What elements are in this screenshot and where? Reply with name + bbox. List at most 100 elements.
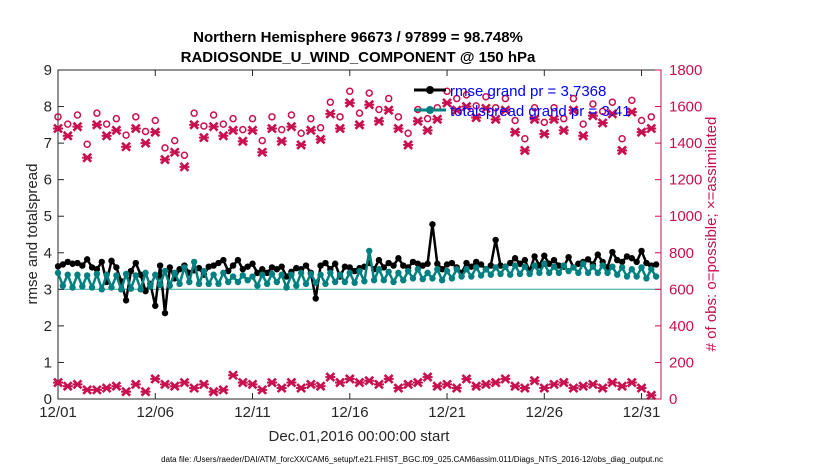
totalspread-point — [482, 266, 490, 273]
totalspread-point — [434, 266, 441, 273]
rmse-point — [575, 260, 582, 267]
totalspread-point — [293, 282, 300, 289]
rmse-point — [176, 266, 183, 273]
totalspread-point — [516, 270, 524, 278]
rmse-point — [74, 259, 81, 267]
rmse-point — [317, 262, 324, 269]
totalspread-point — [477, 272, 485, 279]
rmse-point — [429, 221, 436, 228]
obs-possible-point — [355, 109, 364, 117]
obs-assimilated-point — [617, 145, 628, 156]
obs-possible-point — [540, 118, 549, 127]
obs-possible-point — [326, 98, 335, 106]
obs-rejected-point — [296, 383, 307, 393]
totalspread-point — [118, 286, 125, 293]
totalspread-point — [575, 269, 582, 277]
totalspread-point — [589, 263, 597, 270]
rmse-point — [609, 248, 616, 256]
rmse-point — [302, 262, 310, 269]
obs-assimilated-point — [228, 125, 239, 136]
legend-spread-marker — [426, 106, 434, 114]
rmse-point — [409, 258, 417, 266]
totalspread-point — [137, 286, 144, 293]
obs-assimilated-point — [296, 140, 307, 150]
obs-assimilated-point — [510, 127, 521, 138]
totalspread-point — [181, 264, 188, 271]
obs-possible-point — [170, 136, 179, 145]
obs-possible-point — [559, 114, 568, 123]
rmse-point — [477, 261, 485, 268]
totalspread-point — [195, 280, 203, 288]
obs-possible-point — [180, 151, 189, 159]
totalspread-point — [453, 266, 460, 273]
obs-possible-point — [229, 114, 237, 123]
rmse-point — [643, 259, 650, 267]
obs-possible-point — [239, 125, 247, 134]
obs-rejected-point — [412, 377, 423, 388]
rmse-point — [507, 259, 514, 267]
totalspread-point — [502, 263, 509, 270]
obs-rejected-point — [364, 375, 375, 386]
rmse-point — [259, 266, 266, 273]
obs-possible-point — [618, 135, 626, 143]
rmse-point — [254, 269, 261, 277]
totalspread-point — [331, 278, 339, 286]
obs-rejected-point — [617, 381, 628, 392]
obs-rejected-point — [247, 379, 258, 390]
totalspread-point — [239, 272, 246, 279]
totalspread-point — [628, 266, 636, 273]
totalspread-point — [312, 279, 319, 286]
totalspread-point — [511, 262, 519, 269]
x-axis-label: Dec.01,2016 00:00:00 start — [269, 428, 451, 445]
obs-rejected-point — [403, 379, 414, 390]
rmse-point — [244, 263, 251, 270]
totalspread-point — [375, 266, 383, 273]
rmse-point — [83, 256, 91, 263]
obs-rejected-point — [111, 381, 122, 392]
rmse-point — [59, 261, 67, 268]
rmse-point — [127, 267, 135, 275]
rmse-point — [497, 262, 504, 269]
y2-tick-label: 1800 — [669, 62, 702, 79]
obs-possible-point — [404, 129, 412, 138]
rmse-point — [93, 266, 101, 273]
obs-possible-point — [63, 120, 72, 128]
totalspread-point — [370, 276, 378, 284]
rmse-point — [443, 261, 451, 268]
totalspread-point — [132, 272, 140, 279]
obs-assimilated-point — [383, 105, 394, 116]
totalspread-point — [652, 273, 660, 280]
totalspread-point — [254, 282, 261, 289]
y-tick-label: 7 — [44, 135, 52, 152]
totalspread-point — [390, 278, 397, 286]
obs-rejected-point — [354, 377, 365, 388]
obs-possible-point — [248, 114, 257, 123]
obs-assimilated-point — [344, 97, 355, 108]
totalspread-point — [113, 272, 120, 279]
totalspread-point — [468, 273, 475, 280]
rmse-point — [380, 264, 388, 271]
totalspread-point — [156, 281, 164, 289]
rmse-point — [550, 256, 558, 264]
obs-rejected-point — [587, 379, 598, 390]
obs-possible-point — [83, 140, 91, 148]
x-tick-label: 12/16 — [331, 404, 369, 421]
obs-rejected-point — [646, 390, 657, 401]
obs-rejected-point — [335, 377, 346, 388]
obs-possible-point — [258, 136, 266, 145]
obs-rejected-point — [519, 383, 530, 393]
obs-possible-point — [647, 113, 656, 121]
totalspread-point — [633, 273, 640, 280]
y-axis-right: 0 200 400 600 800 1000 1200 1400 1600 1800 — [655, 62, 702, 408]
rmse-point — [390, 262, 397, 269]
obs-rejected-point — [636, 383, 647, 393]
x-tick-label: 12/26 — [526, 404, 564, 421]
rmse-point — [122, 297, 130, 304]
rmse-point — [210, 262, 217, 269]
rmse-point — [108, 257, 115, 265]
rmse-point — [448, 259, 456, 267]
obs-assimilated-point — [198, 132, 209, 143]
y2-tick-label: 400 — [669, 318, 694, 335]
obs-rejected-point — [383, 373, 394, 384]
